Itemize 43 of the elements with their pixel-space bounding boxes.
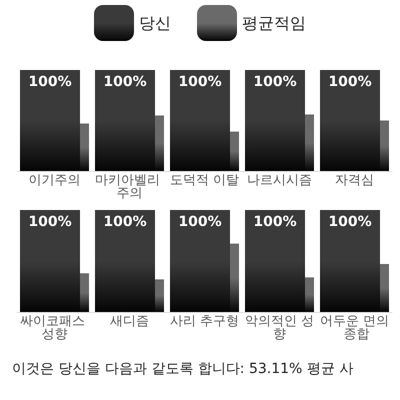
- x-tick-label: 도덕적 이탈: [170, 173, 240, 188]
- bar: [320, 210, 380, 312]
- legend-label: 당신: [139, 14, 171, 32]
- data-label: 100%: [253, 74, 297, 90]
- bar: [380, 264, 389, 312]
- bar: [230, 132, 239, 171]
- x-tick-label: 싸이코패스 성향: [20, 314, 90, 342]
- x-tick-label: 마키아벨리 주의: [94, 173, 164, 201]
- x-tick-label: 새디즘: [110, 314, 149, 329]
- bar: [95, 70, 155, 171]
- x-tick-label: 나르시시즘: [247, 173, 312, 188]
- x-tick-label: 어두운 면의 종합: [320, 314, 390, 342]
- bar: [305, 277, 314, 312]
- text: 이것은 당신을 다음과 같도록 합니다: 53.11% 평균 사: [12, 361, 354, 377]
- data-label: 100%: [103, 74, 147, 90]
- data-label: 100%: [28, 214, 72, 230]
- x-tick-label: 악의적인 성향: [244, 314, 314, 342]
- data-label: 100%: [328, 74, 372, 90]
- bar: [245, 210, 305, 312]
- bar: [20, 70, 80, 171]
- bar: [170, 70, 230, 171]
- bar: [80, 273, 89, 312]
- bar: [230, 244, 239, 312]
- data-label: 100%: [253, 214, 297, 230]
- data-label: 100%: [328, 214, 372, 230]
- bar: [320, 70, 380, 171]
- bar: [155, 279, 164, 312]
- data-label: 100%: [103, 214, 147, 230]
- bar: [155, 115, 164, 171]
- data-label: 100%: [28, 74, 72, 90]
- bar: [80, 124, 89, 171]
- legend-label: 평균적임: [242, 14, 306, 32]
- x-tick-label: 사리 추구형: [170, 314, 240, 329]
- bar: [380, 120, 389, 171]
- x-tick-label: 자격심: [335, 173, 374, 188]
- x-tick-label: 이기주의: [28, 173, 80, 188]
- data-label: 100%: [178, 74, 222, 90]
- bar: [20, 210, 80, 312]
- bar: [170, 210, 230, 312]
- data-label: 100%: [178, 214, 222, 230]
- bar: [95, 210, 155, 312]
- bar: [305, 114, 314, 171]
- bar: [245, 70, 305, 171]
